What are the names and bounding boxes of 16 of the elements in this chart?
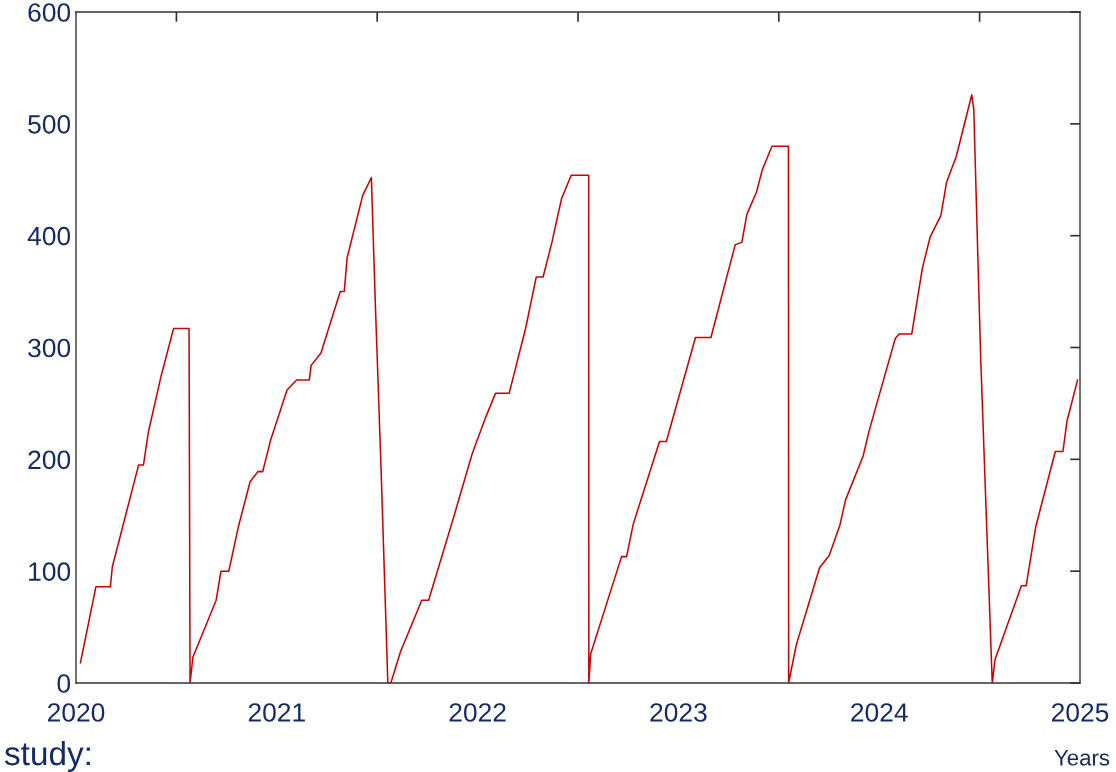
x-tick-label: 2025	[1051, 703, 1109, 722]
y-tick-label: 600	[28, 3, 71, 22]
x-tick-label: 2020	[47, 703, 105, 722]
x-tick-label: 2024	[851, 703, 908, 722]
x-axis-title: Years	[1054, 750, 1110, 766]
y-tick-label: 200	[28, 450, 71, 470]
y-tick-label: 300	[28, 338, 71, 358]
y-tick-label: 500	[28, 114, 71, 134]
text: study:	[4, 740, 90, 772]
line-series	[79, 93, 1079, 683]
y-tick-label: 0	[57, 674, 71, 693]
y-tick-label: 400	[27, 226, 71, 246]
x-tick-label: 2022	[449, 703, 506, 722]
y-tick-label: 100	[29, 562, 71, 581]
x-tick-label: 2023	[650, 703, 707, 722]
x-tick-label: 2021	[248, 703, 305, 722]
